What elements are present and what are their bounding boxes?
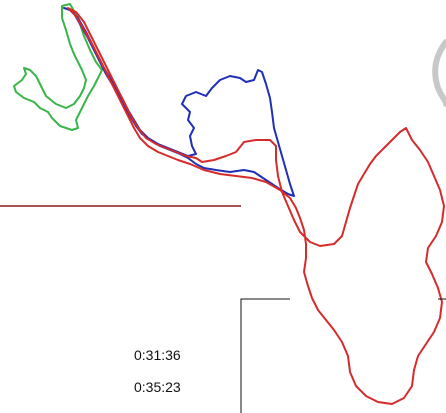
callout-frame (240, 298, 290, 413)
blue-route (63, 7, 295, 197)
time-readout-2: 0:35:23 (134, 379, 181, 395)
ghost-outline-top-right (432, 39, 446, 107)
time-readout-1: 0:31:36 (134, 347, 181, 363)
green-route (13, 3, 103, 131)
red-route (67, 7, 445, 405)
